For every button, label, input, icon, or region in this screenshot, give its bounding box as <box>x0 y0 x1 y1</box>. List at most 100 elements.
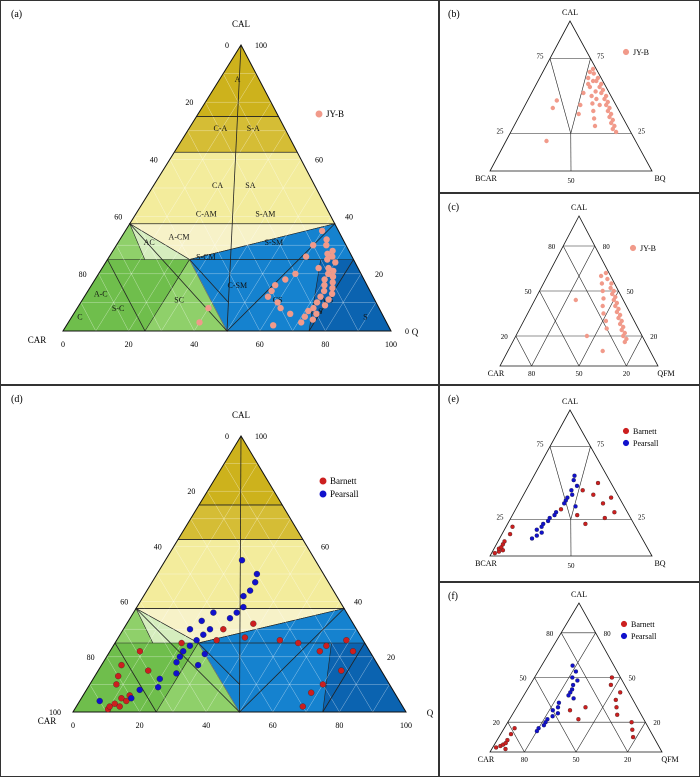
tick-left: 20 <box>187 487 195 496</box>
boundary-line <box>197 642 240 685</box>
grid-line <box>140 601 207 713</box>
legend-entry: Pearsall <box>631 632 657 641</box>
data-point-barnett <box>629 720 634 725</box>
data-point-barnett <box>136 648 144 655</box>
tick-bottom: 0 <box>61 340 65 349</box>
legend-marker <box>629 244 637 252</box>
tick-right: 60 <box>315 155 323 164</box>
grid-line <box>339 656 374 713</box>
tick-bottom: 80 <box>321 340 329 349</box>
data-point-barnett <box>507 531 513 537</box>
field-label: SA <box>245 181 255 190</box>
tick-label: 75 <box>537 441 545 449</box>
legend-marker <box>319 477 327 485</box>
grid-line <box>89 684 107 713</box>
data-point-pearsall <box>233 609 240 616</box>
apex-top-label: CAL <box>562 8 578 17</box>
data-point-barnett <box>118 661 125 669</box>
data-point-jyb <box>325 270 332 277</box>
boundary-line <box>560 632 628 753</box>
boundary-line <box>239 435 242 713</box>
data-point-jyb <box>196 319 203 326</box>
tick-right: 50 <box>627 288 635 296</box>
data-point-jyb <box>603 270 609 276</box>
panel-d: CAL CAR Q (d) 0 20 40 60 80 100 0 20 40 60 80 100 100 60 4… <box>0 385 439 777</box>
data-point-jyb <box>329 279 336 286</box>
data-point-jyb <box>614 309 620 315</box>
legend-marker <box>315 110 323 118</box>
data-point-pearsall <box>545 518 551 524</box>
tick-label: 50 <box>568 562 576 570</box>
legend-entry: Pearsall <box>330 489 359 499</box>
data-point-pearsall <box>186 626 194 633</box>
data-point-jyb <box>590 66 596 72</box>
boundary-line <box>578 290 619 367</box>
tick-left: 60 <box>120 598 128 607</box>
data-point-jyb <box>318 227 326 235</box>
apex-left-label: CAR <box>488 369 505 378</box>
data-point-pearsall <box>539 530 544 535</box>
data-point-barnett <box>178 639 185 647</box>
tick-left: 50 <box>525 288 533 296</box>
apex-right-label: QFM <box>661 755 678 764</box>
boundary-line <box>549 446 572 520</box>
data-point-jyb <box>589 93 594 99</box>
data-point-pearsall <box>556 700 562 705</box>
tick-bottom: 20 <box>136 721 144 730</box>
boundary-line <box>497 133 511 157</box>
tick-bottom: 50 <box>576 370 584 378</box>
boundary-line <box>549 58 572 134</box>
data-point-barnett <box>111 700 118 707</box>
legend-marker <box>620 632 628 640</box>
data-point-barnett <box>299 703 306 710</box>
data-point-jyb <box>603 318 609 324</box>
data-point-pearsall <box>572 473 577 478</box>
tick-left: 80 <box>548 243 556 251</box>
tick-label: 75 <box>537 53 545 61</box>
field-label: S <box>363 313 367 322</box>
data-point-jyb <box>317 293 324 300</box>
grid-line <box>98 273 129 332</box>
tick-right: 80 <box>603 243 611 251</box>
data-point-jyb <box>328 290 336 297</box>
data-point-jyb <box>584 333 590 339</box>
boundary-line <box>562 245 627 367</box>
data-point-jyb <box>604 102 609 108</box>
data-point-barnett <box>505 737 510 743</box>
apex-right-label: Q <box>412 327 419 337</box>
data-point-jyb <box>600 303 605 309</box>
data-point-jyb <box>282 276 289 283</box>
tick-left: 20 <box>501 333 509 341</box>
tick-bottom: 40 <box>202 721 210 730</box>
data-point-barnett <box>583 705 588 710</box>
data-point-pearsall <box>571 477 576 483</box>
data-point-barnett <box>558 507 564 512</box>
tick-left: 20 <box>185 98 193 107</box>
data-point-jyb <box>277 304 284 312</box>
data-point-jyb <box>590 78 596 84</box>
data-point-jyb <box>323 236 330 243</box>
data-point-jyb <box>323 242 330 249</box>
data-point-jyb <box>313 310 320 317</box>
data-point-pearsall <box>201 650 208 658</box>
data-point-jyb <box>264 293 272 300</box>
data-point-pearsall <box>128 695 135 702</box>
field-label: S-C <box>112 304 124 313</box>
field-label: A <box>235 75 241 84</box>
data-point-pearsall <box>186 642 194 649</box>
apex-top-label: CAL <box>571 590 587 599</box>
data-point-barnett <box>510 524 515 529</box>
data-point-jyb <box>270 322 277 329</box>
data-point-jyb <box>324 256 331 263</box>
data-point-barnett <box>583 521 588 527</box>
data-point-jyb <box>315 264 322 272</box>
boundary-line <box>135 608 240 713</box>
data-point-barnett <box>250 620 257 627</box>
data-point-jyb <box>591 71 596 76</box>
data-point-jyb <box>609 120 614 126</box>
data-point-jyb <box>310 304 317 312</box>
tick-left: 40 <box>154 542 162 551</box>
apex-left-label: CAR <box>38 716 57 726</box>
panel-e: CAL BCAR BQ (e) 75 75 25 25 50 Barnett Pearsall <box>439 385 700 582</box>
